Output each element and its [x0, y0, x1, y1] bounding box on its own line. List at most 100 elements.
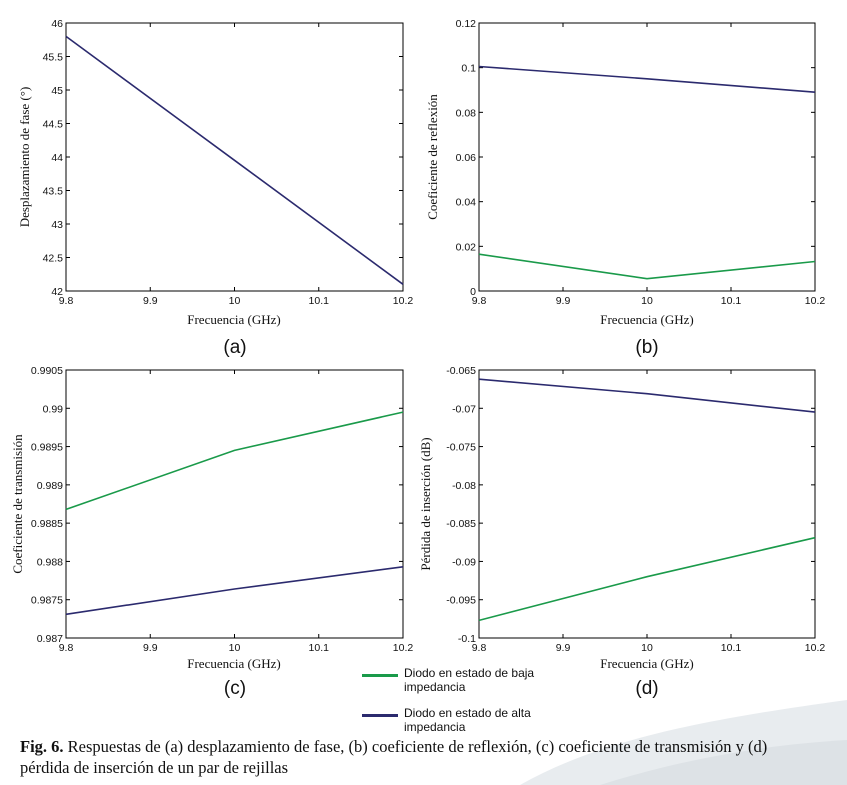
caption-text: Respuestas de (a) desplazamiento de fase…: [20, 737, 768, 777]
y-tick-label: 45.5: [43, 52, 64, 64]
x-tick-label: 9.8: [472, 295, 487, 307]
figure-caption: Fig. 6. Respuestas de (a) desplazamiento…: [20, 736, 820, 778]
y-tick-label: 42: [51, 286, 63, 298]
x-tick-label: 9.9: [556, 295, 571, 307]
y-tick-label: -0.075: [446, 442, 476, 454]
x-axis-label: Frecuencia (GHz): [600, 656, 693, 671]
legend-item-high-impedance: Diodo en estado de alta impedancia: [362, 706, 562, 746]
legend-swatch-navy: [362, 714, 398, 717]
legend: Diodo en estado de baja impedancia Diodo…: [362, 666, 562, 746]
y-ticks: 42 42.5 43 43.5 44 44.5 45 45.5 46: [43, 18, 403, 298]
x-tick-label: 9.8: [59, 642, 74, 654]
y-tick-label: -0.095: [446, 595, 476, 607]
series-line-navy: [478, 378, 816, 413]
y-tick-label: 43.5: [43, 186, 64, 198]
series-lines: [65, 411, 404, 616]
y-tick-label: 44.5: [43, 119, 64, 131]
y-tick-label: 0.989: [37, 480, 63, 492]
series-line-green: [478, 536, 816, 622]
series-line-green: [478, 253, 816, 280]
y-tick-label: 0.987: [37, 633, 63, 645]
x-tick-label: 10: [229, 642, 241, 654]
y-tick-label: 44: [51, 152, 63, 164]
y-tick-label: 0.08: [456, 107, 477, 119]
legend-label: Diodo en estado de alta impedancia: [404, 706, 531, 734]
y-tick-label: 0.988: [37, 556, 63, 568]
x-tick-label: 10.2: [393, 642, 414, 654]
y-tick-label: 42.5: [43, 253, 64, 265]
y-axis-label: Coeficiente de transmisión: [10, 434, 25, 574]
x-ticks: 9.8 9.9 10 10.1 10.2: [59, 23, 414, 307]
panel-label: (a): [223, 337, 246, 358]
y-tick-label: 45: [51, 85, 63, 97]
y-axis-label: Desplazamiento de fase (°): [17, 87, 32, 228]
y-tick-label: 0.12: [456, 18, 477, 30]
y-tick-label: 0: [470, 286, 476, 298]
series-line-navy: [478, 65, 816, 93]
y-tick-label: -0.1: [458, 633, 476, 645]
y-tick-label: -0.09: [452, 556, 476, 568]
series-lines: [478, 378, 816, 622]
y-ticks: -0.1 -0.095 -0.09 -0.085 -0.08 -0.075 -0.07 -0.…: [446, 365, 815, 645]
x-tick-label: 9.8: [59, 295, 74, 307]
x-axis-label: Frecuencia (GHz): [600, 312, 693, 327]
y-axis-label: Coeficiente de reflexión: [425, 94, 440, 220]
y-tick-label: 0.9875: [31, 595, 63, 607]
y-axis-label: Pérdida de inserción (dB): [418, 437, 433, 570]
caption-label: Fig. 6.: [20, 737, 64, 756]
x-axis-label: Frecuencia (GHz): [187, 312, 280, 327]
x-tick-label: 10.1: [721, 642, 742, 654]
x-tick-label: 10.1: [309, 642, 330, 654]
x-tick-label: 10.2: [805, 642, 826, 654]
y-ticks: 0 0.02 0.04 0.06 0.08 0.1 0.12: [456, 18, 815, 298]
x-tick-label: 10.2: [393, 295, 414, 307]
y-tick-label: 43: [51, 219, 63, 231]
panel-label: (d): [635, 678, 658, 699]
panel-label: (c): [224, 678, 246, 699]
x-tick-label: 10.1: [309, 295, 330, 307]
x-tick-label: 9.9: [143, 295, 158, 307]
x-tick-label: 9.9: [143, 642, 158, 654]
y-tick-label: 0.9895: [31, 442, 63, 454]
x-ticks: 9.8 9.9 10 10.1 10.2: [472, 23, 826, 307]
y-tick-label: 0.1: [461, 63, 476, 75]
plot-frame: [65, 22, 404, 292]
plot-frame: [478, 369, 816, 639]
x-tick-label: 10: [641, 295, 653, 307]
y-tick-label: 0.06: [456, 152, 477, 164]
x-tick-label: 10: [641, 642, 653, 654]
x-ticks: 9.8 9.9 10 10.1 10.2: [472, 370, 826, 654]
plot-frame: [65, 369, 404, 639]
legend-swatch-green: [362, 674, 398, 677]
y-tick-label: 0.02: [456, 241, 477, 253]
series-lines: [478, 65, 816, 280]
legend-label: Diodo en estado de baja impedancia: [404, 666, 535, 694]
series-line-navy: [65, 566, 404, 616]
x-tick-label: 9.8: [472, 642, 487, 654]
series-line-green: [65, 411, 404, 511]
y-tick-label: 0.9885: [31, 518, 63, 530]
y-tick-label: 0.99: [43, 403, 64, 415]
panel-label: (b): [635, 337, 658, 358]
y-ticks: 0.987 0.9875 0.988 0.9885 0.989 0.9895 0.99 0.9…: [31, 365, 403, 645]
y-tick-label: -0.085: [446, 518, 476, 530]
y-tick-label: -0.07: [452, 403, 476, 415]
x-tick-label: 10.2: [805, 295, 826, 307]
x-tick-label: 10.1: [721, 295, 742, 307]
x-tick-label: 10: [229, 295, 241, 307]
x-axis-label: Frecuencia (GHz): [187, 656, 280, 671]
series-lines: [65, 35, 404, 285]
series-line-navy: [65, 35, 404, 285]
legend-item-low-impedance: Diodo en estado de baja impedancia: [362, 666, 562, 706]
x-ticks: 9.8 9.9 10 10.1 10.2: [59, 370, 414, 654]
y-tick-label: -0.065: [446, 365, 476, 377]
y-tick-label: 46: [51, 18, 63, 30]
y-tick-label: -0.08: [452, 480, 476, 492]
x-tick-label: 9.9: [556, 642, 571, 654]
y-tick-label: 0.9905: [31, 365, 63, 377]
